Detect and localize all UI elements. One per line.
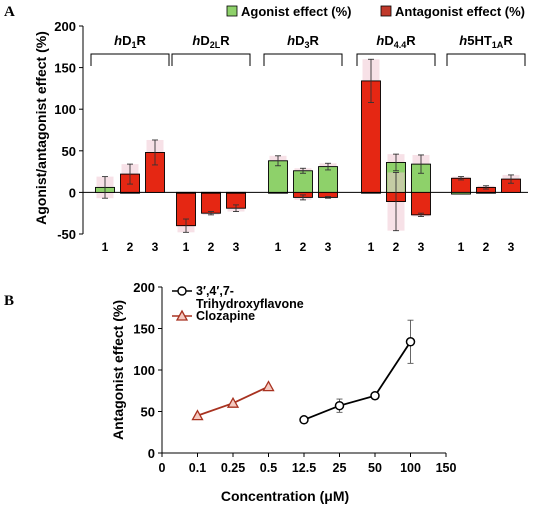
panel-a-y-axis-label: Agonist/antagonist effect (%) bbox=[33, 31, 49, 225]
clozapine-point bbox=[191, 409, 204, 421]
agonist-bar bbox=[451, 191, 471, 195]
clozapine-point bbox=[226, 396, 240, 408]
panel-b-x-tick-label: 25 bbox=[333, 461, 347, 475]
panel-a-x-tick-label: 2 bbox=[208, 240, 215, 254]
panel-b-x-tick-label: 150 bbox=[436, 461, 457, 475]
panel-a-legend: Agonist effect (%) Antagonist effect (%) bbox=[226, 4, 525, 19]
panel-b-y-tick-label: 150 bbox=[133, 322, 155, 337]
legend-flavone-label-line1: 3′,4′,7- bbox=[196, 284, 234, 298]
panel-b-x-tick-label: 0 bbox=[159, 461, 166, 475]
flavone-series-line bbox=[303, 341, 412, 421]
agonist-bar bbox=[293, 170, 313, 193]
flavone-point bbox=[405, 337, 416, 347]
panel-a-y-tick-label: 150 bbox=[54, 61, 76, 76]
panel-b-axes: 0 50 100 150 200 0 0.1 0.25 0.5 12.5 25 50 100 150 bbox=[133, 280, 456, 475]
panel-a-x-tick-label: 2 bbox=[127, 240, 134, 254]
clozapine-point bbox=[262, 380, 275, 392]
panel-a-y-tick-label: 0 bbox=[69, 185, 76, 200]
panel-b-label: B bbox=[4, 293, 14, 309]
legend-flavone-label-line2: Trihydroxyflavone bbox=[196, 297, 304, 311]
legend-antagonist-label: Antagonist effect (%) bbox=[395, 4, 525, 19]
panel-a-y-axis: -50 0 50 100 150 200 bbox=[54, 19, 528, 242]
legend-flavone-marker bbox=[177, 286, 187, 296]
agonist-bar bbox=[201, 191, 221, 194]
panel-a-y-tick-label: 100 bbox=[54, 102, 76, 117]
panel-a-x-tick-label: 3 bbox=[152, 240, 159, 254]
agonist-bar bbox=[226, 191, 246, 194]
panel-a-x-tick-label: 3 bbox=[233, 240, 240, 254]
flavone-point bbox=[370, 390, 380, 401]
panel-b-x-tick-label: 0.1 bbox=[189, 461, 206, 475]
agonist-bar bbox=[318, 166, 338, 193]
panel-b-x-tick-label: 12.5 bbox=[292, 461, 316, 475]
panel-b-x-axis-label: Concentration (μM) bbox=[221, 488, 349, 504]
agonist-bar bbox=[361, 191, 381, 194]
panel-b-legend: 3′,4′,7- Trihydroxyflavone Clozapine bbox=[172, 284, 304, 323]
agonist-bar bbox=[120, 191, 140, 194]
panel-a-group-label: hD2LR bbox=[192, 33, 230, 50]
panel-b-x-tick-label: 0.25 bbox=[221, 461, 245, 475]
panel-a-x-tick-label: 2 bbox=[300, 240, 307, 254]
panel-a-group-bracket bbox=[263, 53, 343, 66]
panel-a-x-tick-label: 3 bbox=[508, 240, 515, 254]
panel-a-bars bbox=[95, 58, 521, 233]
antagonist-bar bbox=[451, 177, 471, 193]
panel-a-group-bracket bbox=[171, 53, 251, 66]
panel-a-y-tick-label: 200 bbox=[54, 19, 76, 34]
agonist-bar bbox=[476, 191, 496, 194]
panel-a-group-labels: 1 2 3 hD1R 1 2 3 hD2LR 1 2 3 hD3R 1 2 3 hD4.4R 1 2 3 h5HT1A… bbox=[90, 33, 526, 254]
panel-a-x-tick-label: 1 bbox=[275, 240, 282, 254]
legend-clozapine-marker bbox=[175, 309, 189, 321]
antagonist-bar bbox=[411, 191, 431, 216]
panel-a-y-tick-label: -50 bbox=[57, 227, 76, 242]
panel-a-group-label: hD4.4R bbox=[376, 33, 416, 50]
panel-a-x-tick-label: 1 bbox=[368, 240, 375, 254]
panel-b-x-tick-label: 0.5 bbox=[260, 461, 277, 475]
panel-a-x-tick-label: 2 bbox=[393, 240, 400, 254]
panel-a-x-tick-label: 1 bbox=[183, 240, 190, 254]
panel-a-group-label: hD1R bbox=[114, 33, 146, 50]
panel-a-group-bracket bbox=[356, 53, 436, 66]
panel-b-series bbox=[191, 319, 416, 425]
panel-a-y-tick-label: 50 bbox=[62, 144, 76, 159]
panel-a-label: A bbox=[4, 4, 15, 20]
panel-a-x-tick-label: 3 bbox=[325, 240, 332, 254]
panel-a-group-label: h5HT1AR bbox=[459, 33, 513, 50]
legend-agonist-label: Agonist effect (%) bbox=[241, 4, 352, 19]
panel-a-group-bracket bbox=[446, 53, 526, 66]
panel-a-x-tick-label: 1 bbox=[458, 240, 465, 254]
antagonist-bar bbox=[268, 191, 288, 194]
legend-antagonist-swatch bbox=[380, 5, 392, 17]
flavone-point bbox=[334, 400, 345, 411]
panel-b-y-tick-label: 50 bbox=[141, 405, 155, 420]
panel-b-x-tick-label: 50 bbox=[368, 461, 382, 475]
panel-b-y-tick-label: 0 bbox=[148, 446, 155, 461]
panel-b-x-tick-label: 100 bbox=[400, 461, 421, 475]
panel-b-y-tick-label: 200 bbox=[133, 280, 155, 295]
antagonist-bar bbox=[201, 191, 221, 214]
agonist-bar bbox=[176, 191, 196, 194]
legend-agonist-swatch bbox=[226, 5, 238, 17]
panel-a-group-bracket bbox=[90, 53, 170, 66]
panel-b-y-tick-label: 100 bbox=[133, 363, 155, 378]
panel-a-x-tick-label: 2 bbox=[483, 240, 490, 254]
panel-a-x-tick-label: 1 bbox=[102, 240, 109, 254]
panel-a-group-label: hD3R bbox=[287, 33, 319, 50]
flavone-point bbox=[299, 415, 309, 425]
panel-b-y-axis-label: Antagonist effect (%) bbox=[110, 300, 126, 440]
panel-a-x-tick-label: 3 bbox=[418, 240, 425, 254]
legend-clozapine-label: Clozapine bbox=[196, 309, 255, 323]
